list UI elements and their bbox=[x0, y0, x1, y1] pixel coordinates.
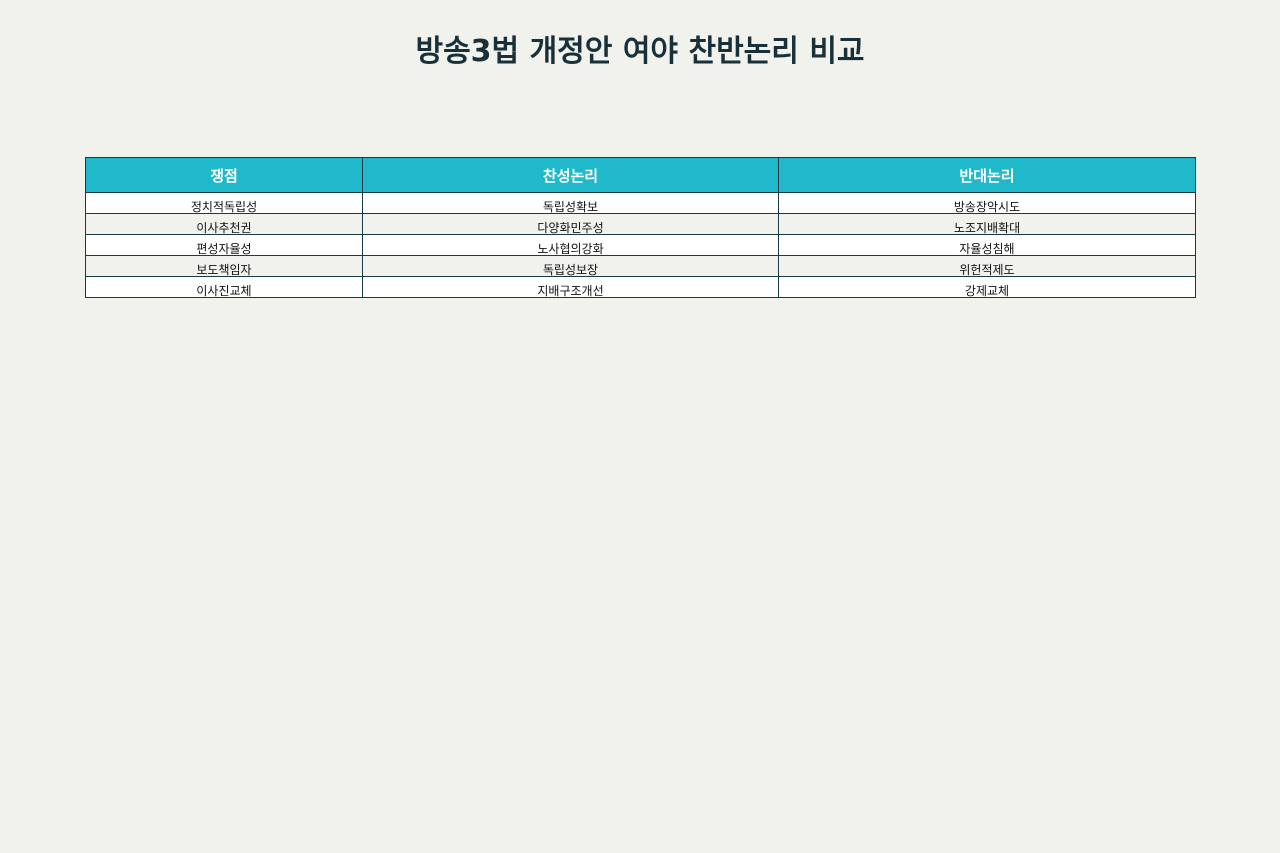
cell-pro: 다양화민주성 bbox=[362, 213, 779, 235]
comparison-table-container: 쟁점 찬성논리 반대논리 정치적독립성 독립성확보 방송장악시도 이사추천권 다… bbox=[85, 157, 1196, 298]
cell-issue: 보도책임자 bbox=[85, 255, 363, 277]
table-row: 보도책임자 독립성보장 위헌적제도 bbox=[85, 255, 1196, 277]
cell-pro: 독립성확보 bbox=[362, 192, 779, 214]
cell-issue: 이사추천권 bbox=[85, 213, 363, 235]
cell-issue: 정치적독립성 bbox=[85, 192, 363, 214]
column-header-pro: 찬성논리 bbox=[362, 157, 779, 193]
cell-pro: 지배구조개선 bbox=[362, 276, 779, 298]
column-header-con: 반대논리 bbox=[778, 157, 1196, 193]
table-row: 편성자율성 노사협의강화 자율성침해 bbox=[85, 234, 1196, 256]
comparison-table: 쟁점 찬성논리 반대논리 정치적독립성 독립성확보 방송장악시도 이사추천권 다… bbox=[85, 157, 1196, 298]
table-header-row: 쟁점 찬성논리 반대논리 bbox=[85, 157, 1196, 193]
cell-con: 노조지배확대 bbox=[778, 213, 1196, 235]
table-row: 이사추천권 다양화민주성 노조지배확대 bbox=[85, 213, 1196, 235]
cell-issue: 편성자율성 bbox=[85, 234, 363, 256]
page-title: 방송3법 개정안 여야 찬반논리 비교 bbox=[415, 34, 865, 69]
cell-con: 위헌적제도 bbox=[778, 255, 1196, 277]
table-row: 이사진교체 지배구조개선 강제교체 bbox=[85, 276, 1196, 298]
cell-con: 자율성침해 bbox=[778, 234, 1196, 256]
table-row: 정치적독립성 독립성확보 방송장악시도 bbox=[85, 192, 1196, 214]
cell-con: 강제교체 bbox=[778, 276, 1196, 298]
cell-pro: 독립성보장 bbox=[362, 255, 779, 277]
cell-pro: 노사협의강화 bbox=[362, 234, 779, 256]
cell-con: 방송장악시도 bbox=[778, 192, 1196, 214]
cell-issue: 이사진교체 bbox=[85, 276, 363, 298]
column-header-issue: 쟁점 bbox=[85, 157, 363, 193]
